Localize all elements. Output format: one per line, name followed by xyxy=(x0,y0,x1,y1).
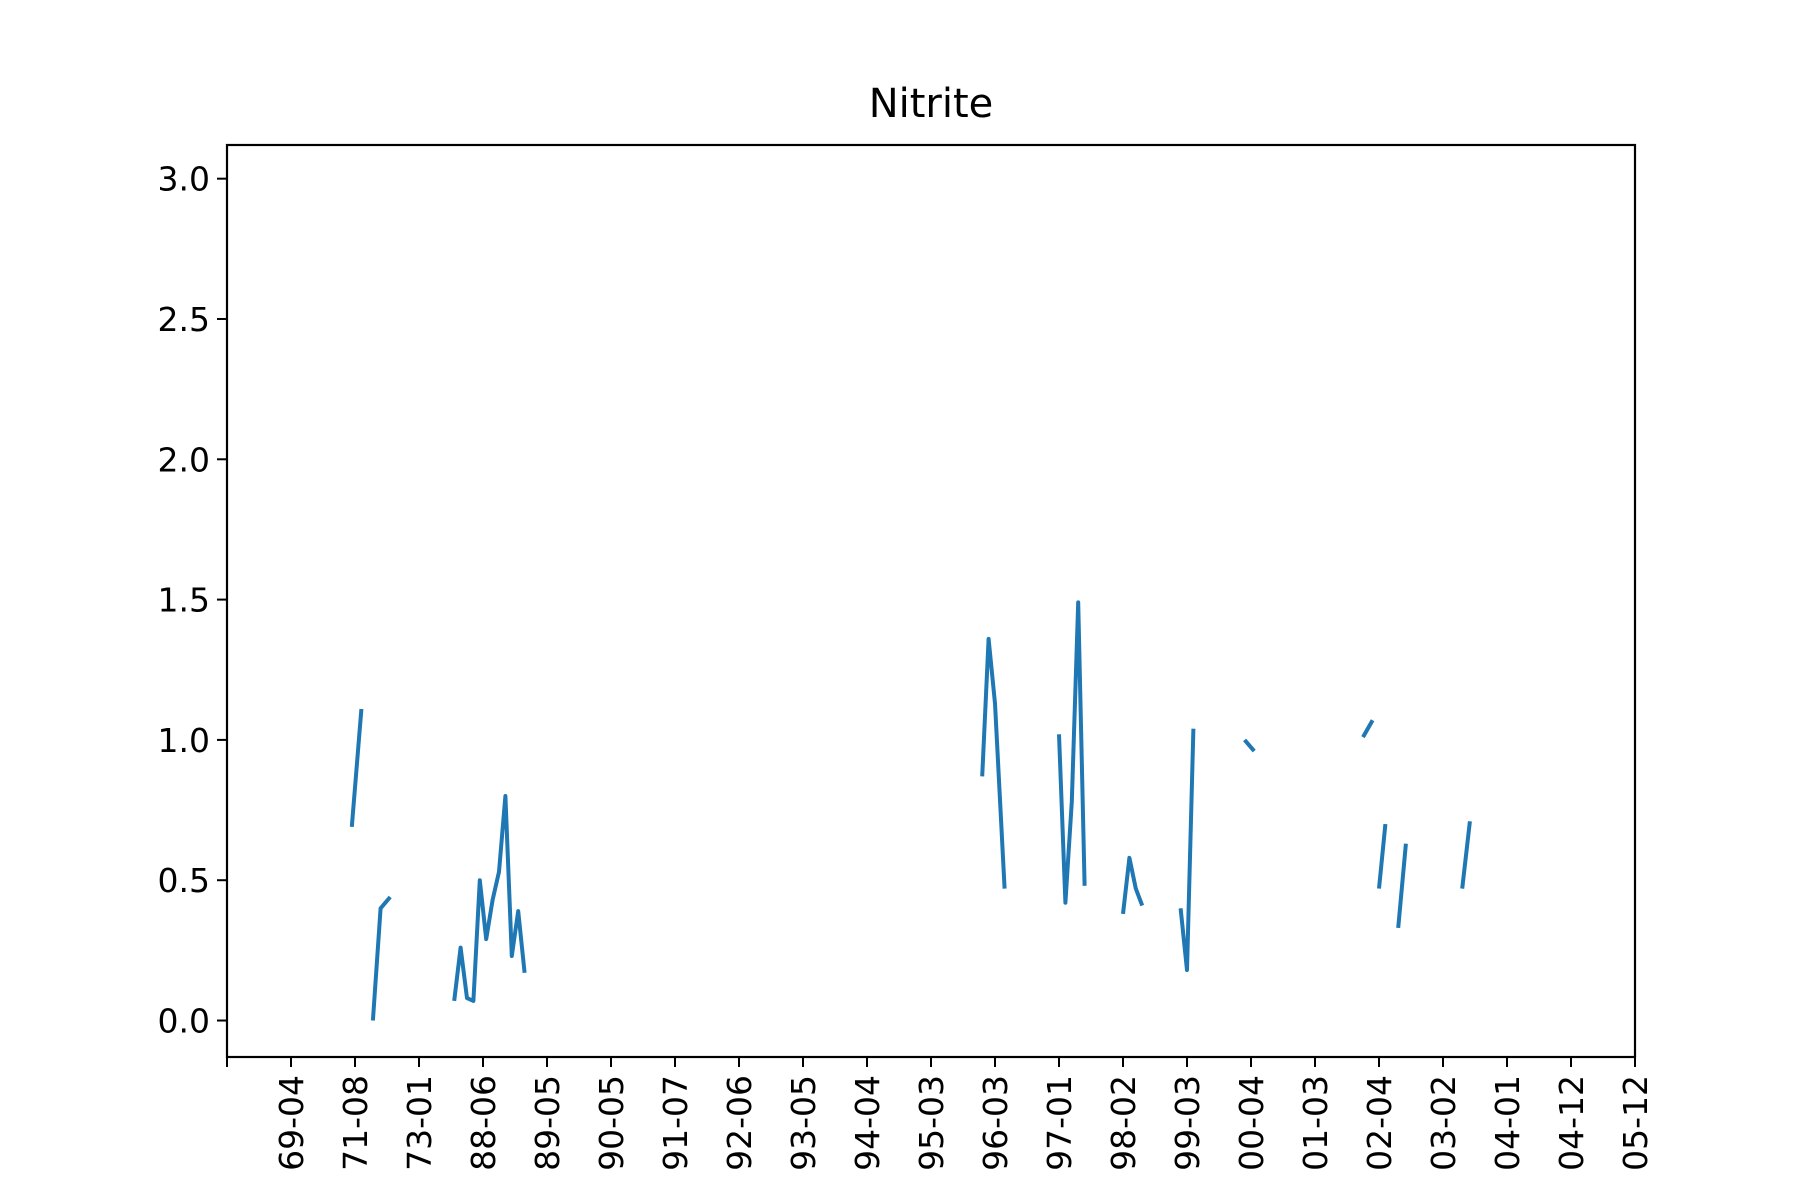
x-tick-label: 96-03 xyxy=(976,1075,1015,1171)
y-tick-label: 0.5 xyxy=(158,861,210,900)
x-tick-label: 05-12 xyxy=(1616,1075,1655,1171)
x-tick-label: 69-04 xyxy=(272,1075,311,1171)
x-tick-label: 04-12 xyxy=(1552,1075,1591,1171)
series-line-segment xyxy=(370,895,392,1021)
x-tick-label: 99-03 xyxy=(1168,1075,1207,1171)
x-tick-label: 00-04 xyxy=(1232,1075,1271,1171)
series-line-segment xyxy=(1178,728,1196,972)
x-tick-label: 89-05 xyxy=(528,1075,567,1171)
y-tick-label: 2.0 xyxy=(158,440,210,479)
y-tick-label: 1.0 xyxy=(158,721,210,760)
y-tick-label: 3.0 xyxy=(158,160,210,199)
series-line-segment xyxy=(1361,719,1375,739)
plot-frame xyxy=(225,143,1637,1059)
x-tick-label: 73-01 xyxy=(400,1075,439,1171)
x-tick-label: 94-04 xyxy=(848,1075,887,1171)
series-line-segment xyxy=(1243,738,1256,753)
x-tick-label: 88-06 xyxy=(464,1075,503,1171)
x-tick-label: 98-02 xyxy=(1104,1075,1143,1171)
x-tick-label: 03-02 xyxy=(1424,1075,1463,1171)
x-tick-label: 71-08 xyxy=(336,1075,375,1171)
x-tick-label: 04-01 xyxy=(1488,1075,1527,1171)
y-axis: 0.0 0.5 1.0 1.5 2.0 2.5 3.0 xyxy=(158,160,227,1041)
series-line-segment xyxy=(1460,821,1472,889)
x-tick-label: 95-03 xyxy=(912,1075,951,1171)
x-tick-label: 90-05 xyxy=(592,1075,631,1171)
y-tick-label: 0.0 xyxy=(158,1002,210,1041)
plot-lines xyxy=(349,600,1472,1021)
x-tick-label: 02-04 xyxy=(1360,1075,1399,1171)
y-tick-label: 1.5 xyxy=(158,581,210,620)
x-tick-label: 01-03 xyxy=(1296,1075,1335,1171)
series-line-segment xyxy=(1121,855,1145,915)
series-line-segment xyxy=(980,636,1007,889)
x-tick-label: 97-01 xyxy=(1040,1075,1079,1171)
series-line-segment xyxy=(349,708,364,828)
y-tick-label: 2.5 xyxy=(158,300,210,339)
series-line-segment xyxy=(1396,843,1408,929)
series-line-segment xyxy=(452,794,527,1003)
chart-title: Nitrite xyxy=(869,81,994,127)
series-line-segment xyxy=(1057,600,1087,905)
x-tick-label: 91-07 xyxy=(656,1075,695,1171)
x-tick-label: 93-05 xyxy=(784,1075,823,1171)
x-axis: 69-04 71-08 73-01 88-06 89-05 90-05 91-07 92-06… xyxy=(226,1057,1655,1171)
series-line-segment xyxy=(1377,823,1388,889)
x-tick-label: 92-06 xyxy=(720,1075,759,1171)
